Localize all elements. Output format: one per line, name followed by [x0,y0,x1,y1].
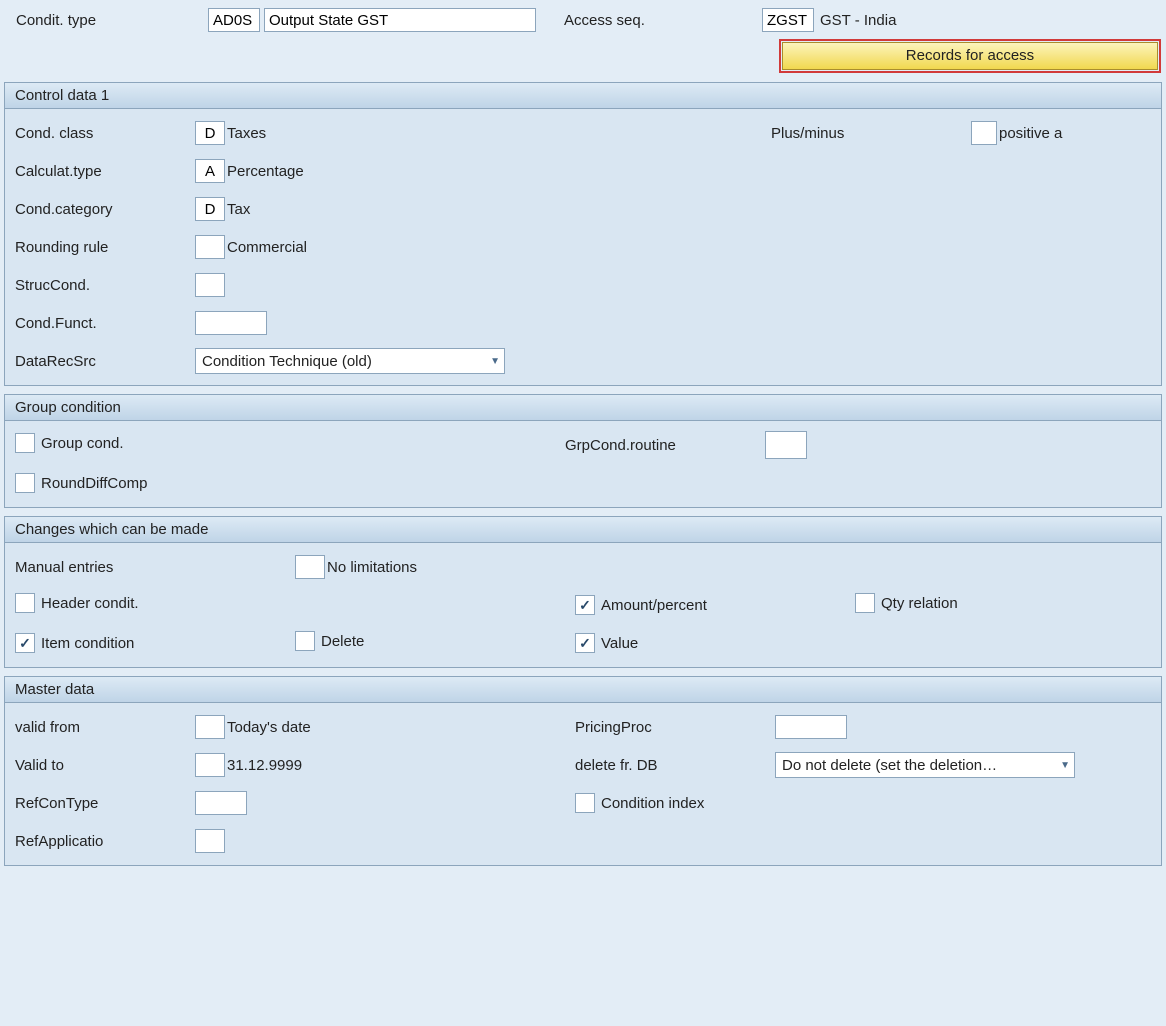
group-cond-label: Group cond. [41,435,124,452]
ref-con-type-input[interactable] [195,791,247,815]
cond-funct-label: Cond.Funct. [15,315,195,332]
valid-from-code-input[interactable] [195,715,225,739]
ref-applicatio-label: RefApplicatio [15,833,195,850]
manual-entries-desc: No limitations [327,559,417,576]
delete-db-select[interactable]: Do not delete (set the deletion… ▼ [775,752,1075,778]
control-data-header: Control data 1 [5,83,1161,109]
cond-class-label: Cond. class [15,125,195,142]
changes-section: Changes which can be made Manual entries… [4,516,1162,668]
pricing-proc-input[interactable] [775,715,847,739]
changes-header: Changes which can be made [5,517,1161,543]
valid-to-code-input[interactable] [195,753,225,777]
condit-type-code-input[interactable] [208,8,260,32]
cond-funct-input[interactable] [195,311,267,335]
control-data-section: Control data 1 Cond. class Taxes Plus/mi… [4,82,1162,386]
pricing-proc-label: PricingProc [575,719,775,736]
ref-con-type-label: RefConType [15,795,195,812]
datarecsrc-select[interactable]: Condition Technique (old) ▼ [195,348,505,374]
dropdown-icon: ▼ [1060,760,1070,771]
struc-cond-input[interactable] [195,273,225,297]
master-data-header: Master data [5,677,1161,703]
manual-entries-code-input[interactable] [295,555,325,579]
group-condition-section: Group condition Group cond. GrpCond.rout… [4,394,1162,508]
group-cond-checkbox[interactable] [15,433,35,453]
calc-type-desc: Percentage [227,163,304,180]
plus-minus-label: Plus/minus [771,125,971,142]
delete-label: Delete [321,633,364,650]
qty-relation-label: Qty relation [881,595,958,612]
manual-entries-label: Manual entries [15,559,295,576]
delete-db-label: delete fr. DB [575,757,775,774]
access-seq-desc: GST - India [820,12,896,29]
valid-to-label: Valid to [15,757,195,774]
valid-to-desc: 31.12.9999 [227,757,302,774]
group-condition-header: Group condition [5,395,1161,421]
access-seq-label: Access seq. [564,12,758,29]
delete-db-value: Do not delete (set the deletion… [782,757,997,774]
plus-minus-code-input[interactable] [971,121,997,145]
grp-cond-routine-label: GrpCond.routine [565,437,765,454]
access-seq-code-input[interactable] [762,8,814,32]
condit-type-desc-input[interactable] [264,8,536,32]
cond-class-code-input[interactable] [195,121,225,145]
header-condit-label: Header condit. [41,595,139,612]
cond-class-desc: Taxes [227,125,266,142]
dropdown-icon: ▼ [490,356,500,367]
header-condit-checkbox[interactable] [15,593,35,613]
struc-cond-label: StrucCond. [15,277,195,294]
value-label: Value [601,635,638,652]
header-row: Condit. type Access seq. GST - India [0,0,1166,40]
cond-category-code-input[interactable] [195,197,225,221]
amount-percent-label: Amount/percent [601,597,707,614]
calc-type-code-input[interactable] [195,159,225,183]
calc-type-label: Calculat.type [15,163,195,180]
valid-from-label: valid from [15,719,195,736]
condition-index-label: Condition index [601,795,704,812]
qty-relation-checkbox[interactable] [855,593,875,613]
amount-percent-checkbox[interactable] [575,595,595,615]
rounding-code-input[interactable] [195,235,225,259]
cond-category-desc: Tax [227,201,250,218]
grp-cond-routine-input[interactable] [765,431,807,459]
master-data-section: Master data valid from Today's date Pric… [4,676,1162,866]
rounding-label: Rounding rule [15,239,195,256]
plus-minus-desc: positive a [999,125,1062,142]
item-condition-label: Item condition [41,635,134,652]
datarecsrc-label: DataRecSrc [15,353,195,370]
records-for-access-button[interactable]: Records for access [782,42,1158,70]
rounding-desc: Commercial [227,239,307,256]
condit-type-label: Condit. type [16,12,204,29]
valid-from-desc: Today's date [227,719,311,736]
cond-category-label: Cond.category [15,201,195,218]
delete-checkbox[interactable] [295,631,315,651]
ref-applicatio-input[interactable] [195,829,225,853]
round-diff-checkbox[interactable] [15,473,35,493]
value-checkbox[interactable] [575,633,595,653]
condition-index-checkbox[interactable] [575,793,595,813]
datarecsrc-value: Condition Technique (old) [202,353,372,370]
item-condition-checkbox[interactable] [15,633,35,653]
round-diff-label: RoundDiffComp [41,475,147,492]
